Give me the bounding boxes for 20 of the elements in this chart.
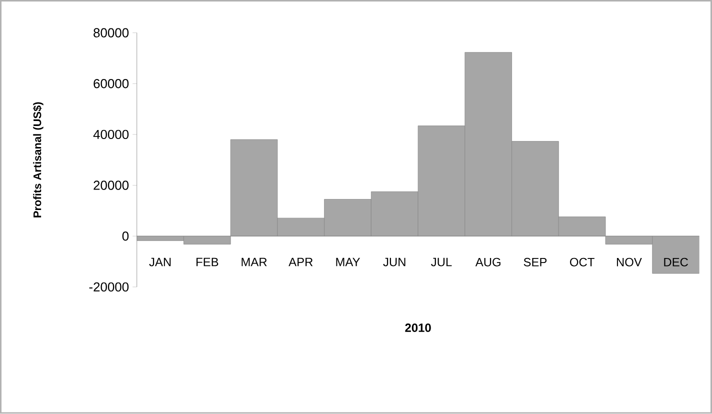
y-tick-label: 80000: [94, 28, 129, 38]
y-tick-label: 60000: [94, 79, 129, 88]
x-tick-label: MAY: [336, 258, 360, 266]
x-tick-label: NOV: [616, 258, 642, 266]
x-tick-label: FEB: [196, 258, 218, 266]
x-tick-label: JUN: [383, 258, 406, 266]
y-tick-label: 20000: [94, 180, 129, 190]
y-tick-label: 40000: [93, 130, 129, 140]
x-tick-label: MAR: [242, 258, 267, 266]
x-tick-label: DEC: [664, 258, 688, 266]
x-axis-title: 2010: [405, 324, 431, 332]
y-axis-title: Profits Artisanal (US$): [32, 102, 44, 218]
x-tick-label: OCT: [570, 258, 594, 266]
x-tick-label: JUL: [431, 258, 452, 266]
y-tick-label: -20000: [89, 282, 129, 292]
x-tick-label: JAN: [149, 258, 171, 266]
y-tick-label: 0: [122, 232, 129, 241]
x-tick-label: AUG: [475, 258, 500, 266]
x-tick-label: APR: [288, 258, 313, 266]
x-tick-label: SEP: [524, 258, 547, 266]
